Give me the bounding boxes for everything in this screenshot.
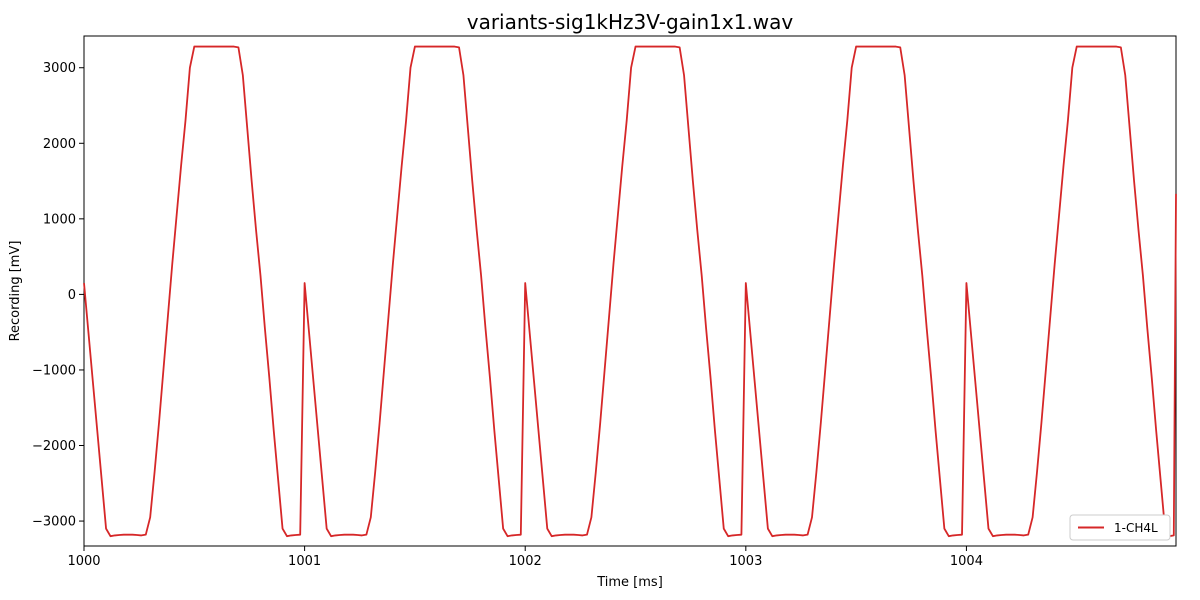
y-tick-label: −1000 xyxy=(32,363,76,378)
x-tick-label: 1003 xyxy=(729,554,762,569)
legend-label-1-ch4l: 1-CH4L xyxy=(1114,521,1158,535)
y-tick-label: −2000 xyxy=(32,439,76,454)
plot-area xyxy=(83,35,1177,547)
legend-box xyxy=(1069,514,1171,541)
series-line-0 xyxy=(83,45,1177,538)
x-tick-label: 1000 xyxy=(67,554,100,569)
x-axis-title: Time [ms] xyxy=(596,575,663,590)
y-tick-label: 3000 xyxy=(43,61,76,76)
y-tick-label: 1000 xyxy=(43,212,76,227)
y-axis-title: Recording [mV] xyxy=(8,241,23,342)
chart-title: variants-sig1kHz3V-gain1x1.wav xyxy=(467,10,794,34)
x-tick-label: 1002 xyxy=(509,554,542,569)
y-tick-label: 2000 xyxy=(43,137,76,152)
legend: 1-CH4L xyxy=(1069,514,1171,541)
x-tick-label: 1001 xyxy=(288,554,321,569)
y-tick-label: 0 xyxy=(68,288,76,303)
y-tick-label: −3000 xyxy=(32,515,76,530)
x-tick-label: 1004 xyxy=(950,554,983,569)
